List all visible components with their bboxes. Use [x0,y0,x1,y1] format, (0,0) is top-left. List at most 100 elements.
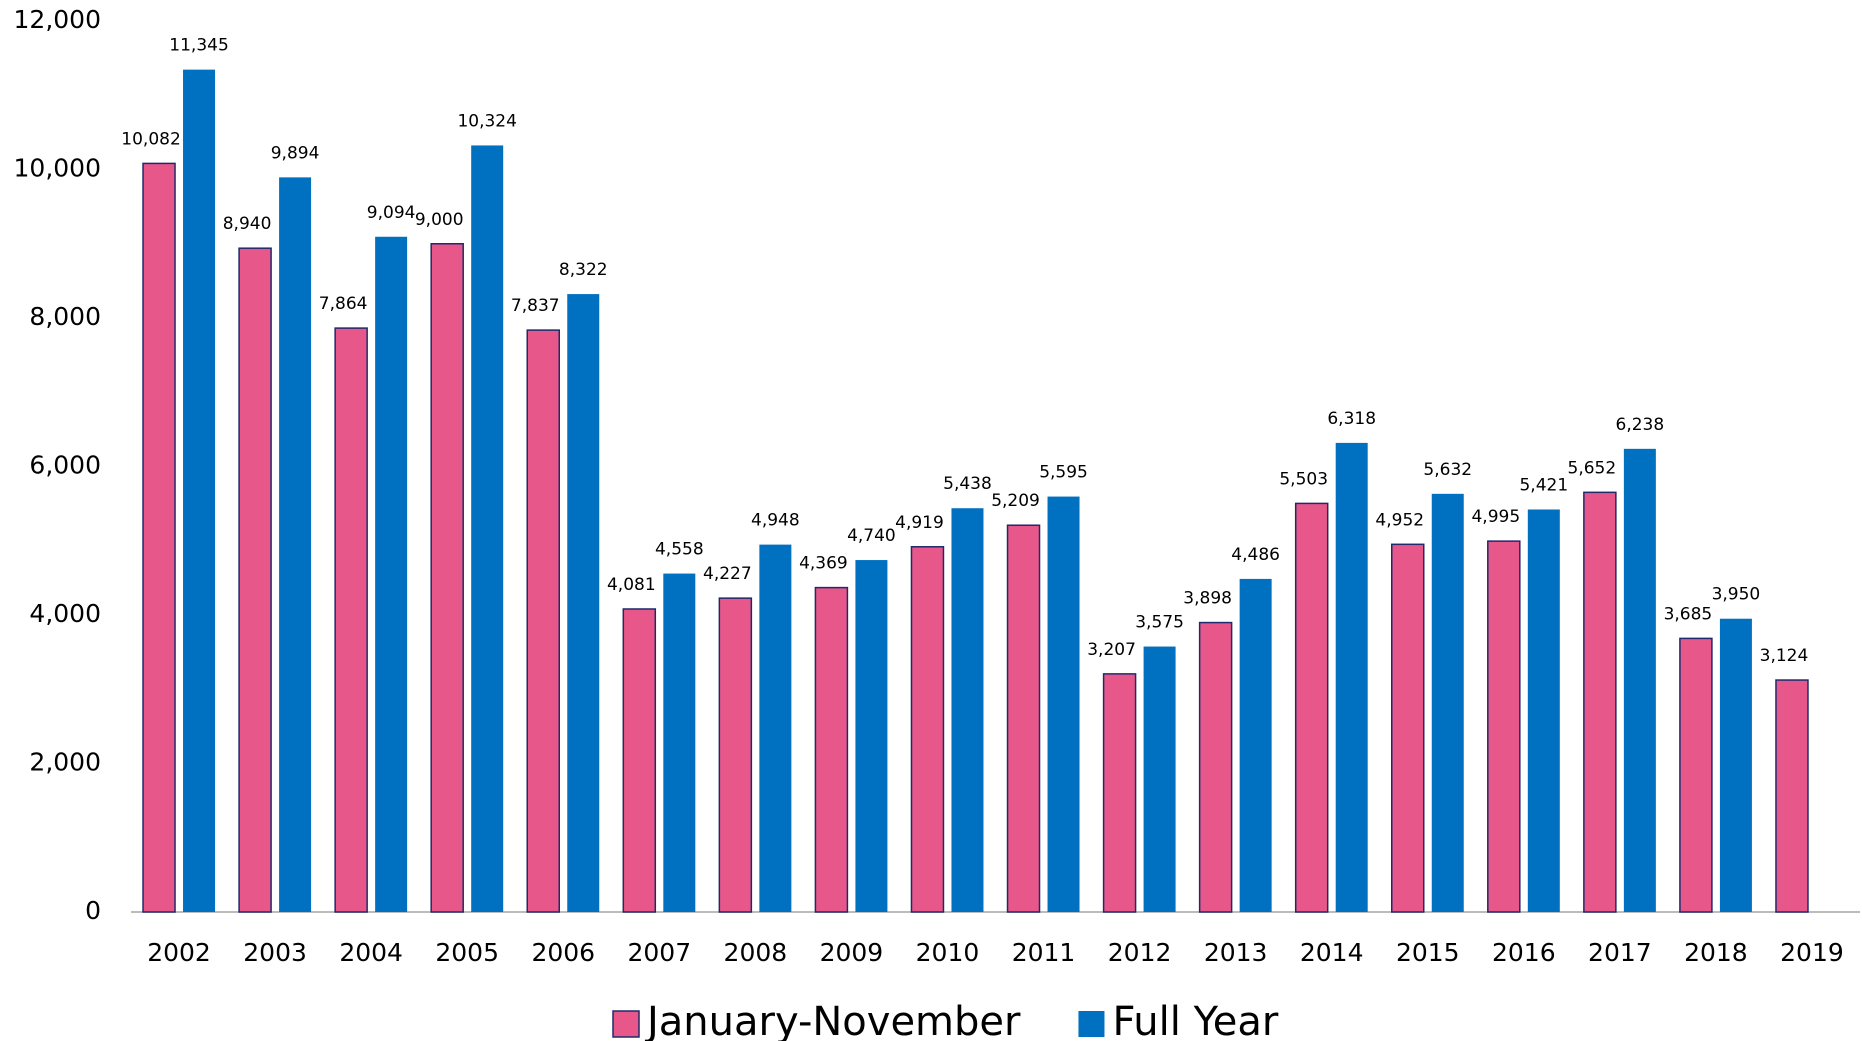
data-label: 3,575 [1135,613,1184,633]
bar [334,327,368,913]
legend-label: Full Year [1112,999,1278,1041]
data-label: 9,094 [367,203,416,223]
data-label: 5,652 [1568,458,1617,478]
x-tick-label: 2015 [1396,938,1460,967]
data-label: 7,837 [511,296,560,316]
bar [663,573,696,912]
bar [183,69,216,913]
x-tick-label: 2018 [1684,938,1748,967]
data-label: 5,595 [1039,463,1088,483]
x-tick-label: 2014 [1300,938,1364,967]
data-label: 3,124 [1760,646,1809,666]
data-label: 3,207 [1087,640,1136,660]
bar [1239,578,1272,912]
legend-swatch [1078,1011,1105,1037]
bar [814,586,849,913]
y-tick-label: 0 [85,896,101,925]
bar [718,597,753,913]
bar [1102,673,1137,913]
data-label: 10,082 [121,129,180,149]
bar [1431,493,1464,912]
data-label: 4,740 [847,526,896,546]
x-tick-label: 2002 [147,938,211,967]
bar [1775,679,1809,913]
bar [279,177,312,913]
data-label: 7,864 [319,294,368,314]
bar [375,236,408,912]
x-tick-label: 2017 [1588,938,1652,967]
data-label: 3,685 [1664,604,1713,624]
bar [1047,496,1080,912]
data-label: 5,632 [1423,460,1472,480]
y-tick-label: 8,000 [29,302,101,331]
data-label: 5,438 [943,474,992,494]
x-tick-label: 2011 [1012,938,1076,967]
bar [471,145,504,912]
bar [1527,509,1560,912]
x-tick-label: 2016 [1492,938,1556,967]
bar [1679,637,1713,913]
data-label: 4,486 [1231,545,1280,565]
data-label: 6,238 [1616,415,1665,435]
data-label: 5,209 [991,491,1040,511]
bar [1487,540,1521,913]
data-label: 4,227 [703,564,752,584]
y-tick-label: 10,000 [14,154,101,183]
x-tick-label: 2009 [820,938,884,967]
x-tick-label: 2006 [531,938,595,967]
y-tick-label: 2,000 [29,748,101,777]
data-label: 4,948 [751,511,800,531]
bar [910,546,945,913]
bar [1335,442,1368,912]
data-label: 5,421 [1519,475,1568,495]
bar [430,243,464,913]
bar [1719,618,1752,912]
x-tick-label: 2003 [243,938,307,967]
y-tick-label: 12,000 [14,5,101,34]
bar [1623,448,1656,912]
x-tick-label: 2010 [916,938,980,967]
x-tick-label: 2019 [1780,938,1844,967]
x-tick-label: 2005 [435,938,499,967]
data-label: 11,345 [169,36,228,56]
x-tick-label: 2004 [339,938,403,967]
bar [622,608,657,913]
legend-label: January-November [644,999,1021,1041]
data-label: 10,324 [457,111,516,131]
data-label: 4,081 [607,575,656,595]
x-tick-label: 2013 [1204,938,1268,967]
bar [1198,621,1233,913]
bar [567,294,600,912]
legend-swatch [612,1010,640,1038]
bar [526,329,560,913]
data-label: 8,940 [223,214,272,234]
bar [759,544,792,912]
data-label: 5,503 [1279,469,1328,489]
bar [1583,491,1617,913]
bar [238,247,272,913]
data-label: 4,558 [655,540,704,560]
bar [1391,543,1425,913]
bar [1294,502,1329,913]
x-tick-label: 2007 [627,938,691,967]
data-label: 4,995 [1471,507,1520,527]
data-label: 4,919 [895,513,944,533]
data-label: 3,898 [1183,589,1232,609]
bar [142,162,176,913]
bar [855,560,888,912]
x-tick-label: 2012 [1108,938,1172,967]
bar [1143,646,1176,912]
data-label: 8,322 [559,260,608,280]
data-label: 9,000 [415,210,464,230]
bar [951,508,984,912]
bar [1006,524,1041,913]
data-label: 4,369 [799,554,848,574]
data-label: 6,318 [1327,409,1376,429]
data-label: 4,952 [1375,510,1424,530]
y-tick-label: 4,000 [29,599,101,628]
data-label: 3,950 [1712,585,1761,605]
x-tick-label: 2008 [724,938,788,967]
data-label: 9,894 [271,143,320,163]
y-tick-label: 6,000 [29,451,101,480]
